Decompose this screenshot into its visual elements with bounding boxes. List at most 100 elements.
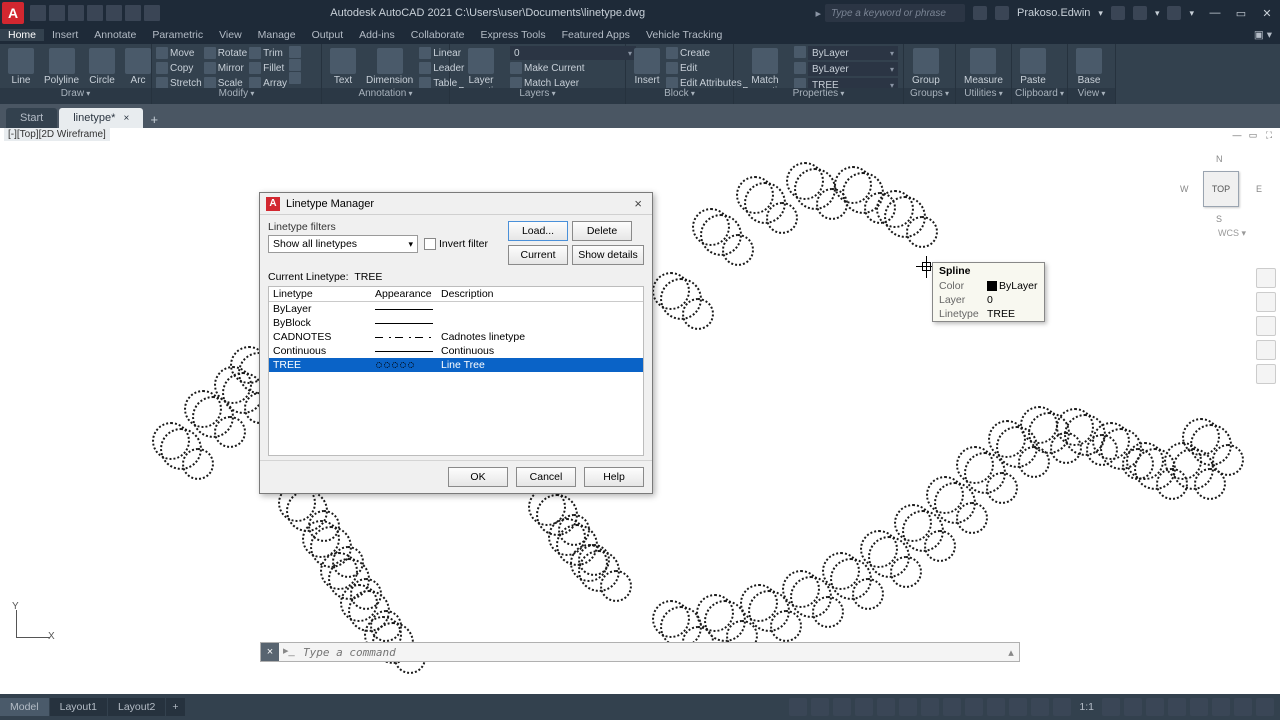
polyline-button[interactable]: Polyline <box>40 46 83 88</box>
arc-button[interactable]: Arc <box>121 46 155 88</box>
otrack-icon[interactable] <box>965 698 983 716</box>
tab-collaborate[interactable]: Collaborate <box>403 29 473 41</box>
invert-filter-checkbox[interactable]: Invert filter <box>424 238 488 250</box>
viewcube[interactable]: N W E S TOP <box>1186 154 1256 224</box>
tab-home[interactable]: Home <box>0 29 44 41</box>
app-logo[interactable]: A <box>2 2 24 24</box>
command-line[interactable]: × ▸_ ▴ <box>260 642 1020 662</box>
viewcube-s[interactable]: S <box>1216 214 1222 224</box>
paste-button[interactable]: Paste <box>1016 46 1050 88</box>
doctab-close-icon[interactable]: × <box>123 113 129 124</box>
ribbon-expand-icon[interactable]: ▣ ▾ <box>1254 29 1280 41</box>
text-button[interactable]: Text <box>326 46 360 88</box>
nav-orbit-icon[interactable] <box>1256 340 1276 360</box>
dialog-titlebar[interactable]: A Linetype Manager × <box>260 193 652 215</box>
panel-label-layers[interactable]: Layers <box>450 88 625 104</box>
qat-save-icon[interactable] <box>68 5 84 21</box>
cmdline-close-icon[interactable]: × <box>261 643 279 661</box>
copy-button[interactable]: Copy <box>156 61 202 75</box>
tab-output[interactable]: Output <box>304 29 352 41</box>
viewport[interactable]: [-][Top][2D Wireframe] — ▭ ⛶ N W E S TOP… <box>0 128 1280 694</box>
wcs-label[interactable]: WCS ▾ <box>1218 228 1246 239</box>
table-row[interactable]: ByLayer <box>269 302 643 316</box>
modify-extra2-icon[interactable] <box>289 59 301 71</box>
tab-addins[interactable]: Add-ins <box>351 29 403 41</box>
scale-label[interactable]: 1:1 <box>1075 701 1098 713</box>
cmdline-recent-icon[interactable]: ▸_ <box>283 644 299 660</box>
nav-wheel-icon[interactable] <box>1256 268 1276 288</box>
quickprops-icon[interactable] <box>1168 698 1186 716</box>
fillet-button[interactable]: Fillet <box>249 61 287 75</box>
col-linetype[interactable]: Linetype <box>269 287 371 301</box>
lineweight-combo[interactable]: ByLayer <box>808 62 898 76</box>
edit-button[interactable]: Edit <box>666 61 742 75</box>
move-button[interactable]: Move <box>156 46 202 60</box>
line-button[interactable]: Line <box>4 46 38 88</box>
help-icon[interactable] <box>1167 6 1181 20</box>
nav-pan-icon[interactable] <box>1256 292 1276 312</box>
units-icon[interactable] <box>1146 698 1164 716</box>
tab-express[interactable]: Express Tools <box>472 29 553 41</box>
hardware-icon[interactable] <box>1212 698 1230 716</box>
help-dropdown-icon[interactable]: ▾ <box>1189 8 1194 19</box>
make-current-button[interactable]: Make Current <box>510 61 636 75</box>
vp-restore-icon[interactable]: ▭ <box>1246 128 1260 142</box>
lineweight-icon[interactable] <box>794 62 806 74</box>
app-store-icon[interactable] <box>1133 6 1147 20</box>
show-details-button[interactable]: Show details <box>572 245 644 265</box>
panel-label-draw[interactable]: Draw <box>0 88 151 104</box>
cycling-icon[interactable] <box>1031 698 1049 716</box>
panel-label-block[interactable]: Block <box>626 88 733 104</box>
tab-featured[interactable]: Featured Apps <box>554 29 638 41</box>
search-input[interactable]: Type a keyword or phrase <box>825 4 965 22</box>
cart-icon[interactable] <box>1111 6 1125 20</box>
filter-combo[interactable]: Show all linetypes <box>268 235 418 253</box>
polar-icon[interactable] <box>877 698 895 716</box>
doctab-linetype[interactable]: linetype*× <box>59 108 143 128</box>
close-button[interactable]: ✕ <box>1254 3 1280 23</box>
measure-button[interactable]: Measure <box>960 46 1007 88</box>
viewcube-top[interactable]: TOP <box>1203 171 1239 207</box>
table-row[interactable]: ByBlock <box>269 316 643 330</box>
panel-label-clipboard[interactable]: Clipboard <box>1012 88 1067 104</box>
qat-plot-icon[interactable] <box>106 5 122 21</box>
panel-label-annotation[interactable]: Annotation <box>322 88 449 104</box>
trim-button[interactable]: Trim <box>249 46 287 60</box>
panel-label-properties[interactable]: Properties <box>734 88 903 104</box>
panel-label-groups[interactable]: Groups <box>904 88 955 104</box>
signin-icon[interactable] <box>973 6 987 20</box>
insert-button[interactable]: Insert <box>630 46 664 88</box>
vp-maximize-icon[interactable]: ⛶ <box>1262 128 1276 142</box>
color-icon[interactable] <box>794 46 806 58</box>
model-tab[interactable]: Model <box>0 698 49 716</box>
tab-annotate[interactable]: Annotate <box>86 29 144 41</box>
qat-undo-icon[interactable] <box>125 5 141 21</box>
viewcube-e[interactable]: E <box>1256 184 1262 194</box>
tab-vehicle[interactable]: Vehicle Tracking <box>638 29 730 41</box>
tab-insert[interactable]: Insert <box>44 29 86 41</box>
minimize-button[interactable]: — <box>1202 3 1228 23</box>
qat-saveas-icon[interactable] <box>87 5 103 21</box>
modify-extra3-icon[interactable] <box>289 72 301 84</box>
grid-icon[interactable] <box>811 698 829 716</box>
group-button[interactable]: Group <box>908 46 944 88</box>
lineweight-toggle-icon[interactable] <box>987 698 1005 716</box>
layout1-tab[interactable]: Layout1 <box>50 698 107 716</box>
command-input[interactable] <box>303 646 1003 659</box>
3dosnap-icon[interactable] <box>943 698 961 716</box>
table-row[interactable]: CADNOTESCadnotes linetype <box>269 330 643 344</box>
user-icon[interactable] <box>995 6 1009 20</box>
ok-button[interactable]: OK <box>448 467 508 487</box>
delete-button[interactable]: Delete <box>572 221 632 241</box>
tab-manage[interactable]: Manage <box>250 29 304 41</box>
layout-add-button[interactable]: + <box>166 698 184 716</box>
col-appearance[interactable]: Appearance <box>371 287 437 301</box>
customize-icon[interactable] <box>1256 698 1274 716</box>
panel-label-utilities[interactable]: Utilities <box>956 88 1011 104</box>
circle-button[interactable]: Circle <box>85 46 119 88</box>
qat-open-icon[interactable] <box>49 5 65 21</box>
doctab-start[interactable]: Start <box>6 108 57 128</box>
workspace-icon[interactable] <box>1102 698 1120 716</box>
tab-parametric[interactable]: Parametric <box>144 29 211 41</box>
isolate-icon[interactable] <box>1190 698 1208 716</box>
